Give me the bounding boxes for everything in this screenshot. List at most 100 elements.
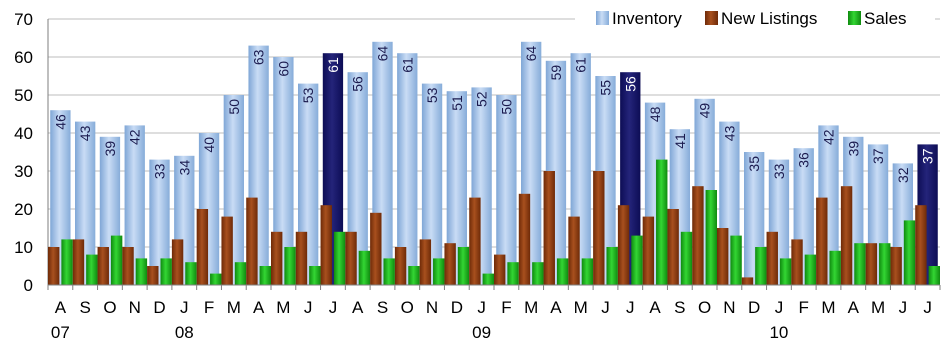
new-listings-bar <box>246 197 258 285</box>
x-tick-label: J <box>477 298 486 317</box>
new-listings-bar <box>840 186 853 285</box>
x-tick-label: A <box>848 298 860 317</box>
new-listings-bar <box>617 205 630 285</box>
legend-background <box>575 8 935 30</box>
x-tick-label: S <box>674 298 685 317</box>
sales-bar <box>185 262 197 285</box>
x-tick-label: M <box>227 298 241 317</box>
x-tick-label: N <box>723 298 735 317</box>
year-label: 08 <box>175 323 194 342</box>
sales-bar <box>755 247 767 285</box>
inventory-data-label: 50 <box>226 99 242 115</box>
x-tick-label: S <box>377 298 388 317</box>
sales-bar <box>779 258 792 285</box>
new-listings-bar <box>593 171 605 285</box>
y-tick-label: 40 <box>14 124 33 143</box>
y-tick-label: 0 <box>24 276 33 295</box>
x-tick-label: A <box>253 298 265 317</box>
sales-bar <box>507 262 519 285</box>
x-tick-label: D <box>748 298 760 317</box>
inventory-data-label: 42 <box>127 129 143 145</box>
x-tick-label: J <box>775 298 784 317</box>
sales-bar <box>680 231 693 285</box>
inventory-data-label: 53 <box>300 87 316 103</box>
sales-bar <box>656 159 668 285</box>
inventory-bar <box>397 53 418 286</box>
new-listings-bar <box>419 239 432 285</box>
sales-bar <box>879 243 891 285</box>
sales-bar <box>581 258 594 285</box>
new-listings-bar <box>72 239 85 285</box>
sales-bar <box>606 247 618 285</box>
x-tick-label: S <box>79 298 90 317</box>
new-listings-bar <box>295 231 308 285</box>
inventory-data-label: 48 <box>647 106 663 122</box>
x-tick-label: M <box>276 298 290 317</box>
inventory-data-label: 42 <box>821 129 837 145</box>
y-tick-label: 70 <box>14 10 33 29</box>
new-listings-bar <box>370 212 382 285</box>
x-tick-label: O <box>698 298 711 317</box>
x-axis: A S O N D J F M A M J J A S O N D J F M A M J J A S O N D J F M A M J J07 08… <box>47 284 941 342</box>
sales-bar <box>705 190 717 285</box>
inventory-data-label: 61 <box>325 57 341 73</box>
sales-bar <box>730 235 742 285</box>
sales-bar <box>86 254 98 285</box>
sales-bar <box>408 266 420 285</box>
y-tick-label: 50 <box>14 86 33 105</box>
new-listings-bar <box>791 239 803 285</box>
y-axis: 0 10 20 30 40 50 60 70 <box>14 10 49 295</box>
sales-bar <box>259 266 271 285</box>
y-tick-label: 30 <box>14 162 33 181</box>
y-tick-label: 10 <box>14 238 33 257</box>
new-listings-bar <box>320 205 332 285</box>
x-tick-label: N <box>129 298 141 317</box>
inventory-data-label: 56 <box>350 76 366 92</box>
inventory-data-label: 36 <box>796 152 812 168</box>
sales-bar <box>61 239 73 285</box>
inventory-data-label: 53 <box>424 87 440 103</box>
inventory-data-label: 43 <box>77 125 93 141</box>
x-tick-label: J <box>180 298 189 317</box>
inventory-data-label: 39 <box>102 141 118 157</box>
sales-bar <box>928 266 940 285</box>
inventory-data-label: 63 <box>251 49 267 65</box>
inventory-data-label: 52 <box>474 91 490 107</box>
x-tick-label: J <box>923 298 932 317</box>
sales-bar <box>556 258 569 285</box>
inventory-data-label: 61 <box>573 57 589 73</box>
plot-area: 46 43 39 42 33 34 40 50 63 60 53 61 56 64 61 53 51 52 50 64… <box>48 41 940 286</box>
y-tick-label: 60 <box>14 48 33 67</box>
y-tick-label: 20 <box>14 200 33 219</box>
new-listings-bar <box>469 197 481 285</box>
x-tick-label: A <box>55 298 67 317</box>
x-tick-label: A <box>550 298 562 317</box>
inventory-data-label: 37 <box>920 148 936 164</box>
year-label: 09 <box>472 323 491 342</box>
inventory-data-label: 55 <box>598 80 614 96</box>
sales-bar <box>210 273 222 285</box>
new-listings-bar <box>915 205 927 285</box>
new-listings-bar <box>741 277 754 285</box>
inventory-data-label: 37 <box>870 148 886 164</box>
inventory-data-label: 49 <box>697 103 713 119</box>
inventory-bar <box>149 159 170 285</box>
x-tick-label: O <box>401 298 414 317</box>
new-listings-bar <box>865 243 878 285</box>
sales-bar <box>110 235 123 285</box>
new-listings-bar <box>196 209 209 285</box>
sales-bar <box>383 258 395 285</box>
inventory-data-label: 43 <box>721 125 737 141</box>
x-tick-label: J <box>601 298 610 317</box>
inventory-bar <box>421 83 443 285</box>
x-tick-label: A <box>352 298 364 317</box>
year-label: 07 <box>51 323 70 342</box>
inventory-data-label: 33 <box>152 163 168 179</box>
new-listings-bar <box>518 193 531 285</box>
new-listings-bar <box>271 231 283 285</box>
new-listings-bar <box>766 231 778 285</box>
sales-bar <box>234 262 247 285</box>
inventory-data-label: 34 <box>176 160 192 176</box>
x-tick-label: N <box>426 298 438 317</box>
new-listings-bar <box>667 209 679 285</box>
